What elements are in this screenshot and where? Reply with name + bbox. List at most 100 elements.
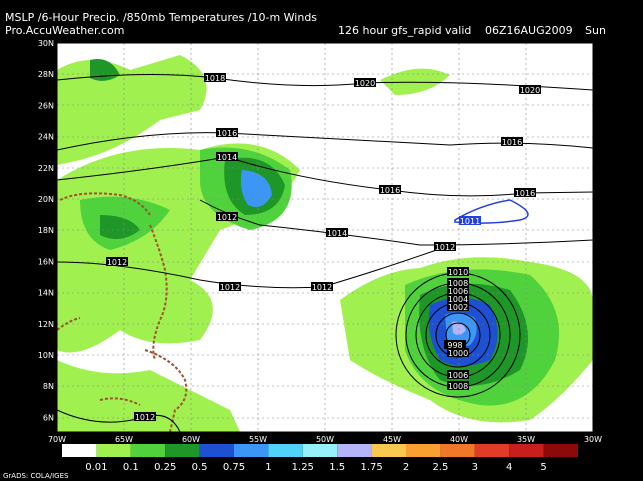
lat-label: 16N bbox=[38, 257, 54, 266]
legend-swatch bbox=[509, 444, 544, 457]
contour-label-bg bbox=[311, 282, 333, 291]
lon-label: 65W bbox=[115, 435, 133, 444]
lon-label: 70W bbox=[48, 435, 66, 444]
lat-label: 26N bbox=[38, 101, 54, 110]
contour-label: 998 bbox=[447, 341, 462, 350]
contour-label-bg bbox=[219, 282, 241, 291]
contour-label: 1016 bbox=[217, 129, 237, 138]
lat-label: 12N bbox=[38, 320, 54, 329]
legend-swatch bbox=[474, 444, 510, 457]
contour-label: 1006 bbox=[448, 371, 468, 380]
contour-label: 1002 bbox=[448, 303, 468, 312]
legend-swatch bbox=[543, 444, 578, 457]
contour-label-bg bbox=[106, 257, 128, 266]
legend-swatch bbox=[165, 444, 200, 457]
contour-label: 1014 bbox=[327, 229, 347, 238]
lon-label: 60W bbox=[182, 435, 200, 444]
contour-label-bg bbox=[447, 278, 469, 287]
legend-swatch bbox=[130, 444, 166, 457]
contour-label-bg bbox=[379, 185, 401, 194]
contour-label: 1012 bbox=[107, 258, 127, 267]
footer: GrADS: COLA/IGES bbox=[3, 472, 69, 480]
contour-label-bg bbox=[447, 267, 469, 276]
legend-label: 1.5 bbox=[329, 462, 345, 473]
contour-label: 1012 bbox=[220, 283, 240, 292]
lon-label: 40W bbox=[450, 435, 468, 444]
lat-label: 8N bbox=[43, 382, 54, 391]
contour-label-bg bbox=[447, 302, 469, 311]
contour-label-bg bbox=[434, 242, 456, 251]
legend-swatch bbox=[337, 444, 372, 457]
lat-label: 6N bbox=[43, 413, 54, 422]
contour-label-bg bbox=[216, 212, 238, 221]
legend-label: 2.5 bbox=[432, 462, 448, 473]
legend-label: 0.75 bbox=[223, 462, 245, 473]
contour-label-bg bbox=[501, 137, 523, 146]
contour-label: 1000 bbox=[448, 349, 468, 358]
contour-label-bg bbox=[514, 188, 536, 197]
lat-label: 10N bbox=[38, 351, 54, 360]
legend-label: 1.25 bbox=[292, 462, 314, 473]
contour-label-bg bbox=[216, 152, 238, 161]
contour-label: 1008 bbox=[448, 279, 468, 288]
source: Pro.AccuWeather.com bbox=[5, 24, 124, 37]
legend-label: 1 bbox=[265, 462, 271, 473]
lon-label: 50W bbox=[316, 435, 334, 444]
contour-label-bg bbox=[447, 381, 469, 390]
lat-label: 30N bbox=[38, 39, 54, 48]
contour-label: 1014 bbox=[217, 153, 237, 162]
legend-label: 1.75 bbox=[360, 462, 382, 473]
contour-label-bg bbox=[447, 370, 469, 379]
legend-label: 0.25 bbox=[154, 462, 176, 473]
contour-label: 1020 bbox=[355, 79, 375, 88]
contour-label-bg bbox=[447, 294, 469, 303]
map-area bbox=[56, 42, 594, 433]
contour-label: 1012 bbox=[312, 283, 332, 292]
legend-label: 0.01 bbox=[85, 462, 107, 473]
legend-swatch bbox=[62, 444, 97, 457]
lon-label: 55W bbox=[249, 435, 267, 444]
lat-label: 28N bbox=[38, 70, 54, 79]
legend-label: 4 bbox=[506, 462, 512, 473]
lat-label: 20N bbox=[38, 195, 54, 204]
contour-label: 1004 bbox=[448, 295, 468, 304]
legend-swatch bbox=[440, 444, 475, 457]
contour-label: 1016 bbox=[502, 138, 522, 147]
contour-label: 1018 bbox=[205, 74, 225, 83]
contour-label: 1016 bbox=[380, 186, 400, 195]
contour-label: 1008 bbox=[448, 382, 468, 391]
day: Sun bbox=[585, 24, 606, 37]
legend-swatch bbox=[371, 444, 406, 457]
legend-label: 2 bbox=[403, 462, 409, 473]
contour-label: 1006 bbox=[448, 287, 468, 296]
contour-label: 1012 bbox=[135, 413, 155, 422]
contour-label-bg bbox=[134, 412, 156, 421]
contour-label-bg bbox=[204, 73, 226, 82]
contour-label-bg bbox=[326, 228, 348, 237]
contour-label: 1012 bbox=[217, 213, 237, 222]
legend-swatch bbox=[96, 444, 131, 457]
lon-label: 35W bbox=[517, 435, 535, 444]
lon-label: 30W bbox=[584, 435, 602, 444]
title: MSLP /6-Hour Precip. /850mb Temperatures… bbox=[5, 11, 317, 24]
valid-time: 06Z16AUG2009 bbox=[485, 24, 573, 37]
legend-label: 0.1 bbox=[123, 462, 139, 473]
lon-label: 45W bbox=[383, 435, 401, 444]
contour-label: 1020 bbox=[520, 86, 540, 95]
legend-label: 5 bbox=[540, 462, 546, 473]
contour-label-bg bbox=[447, 348, 469, 357]
legend-swatch bbox=[234, 444, 269, 457]
contour-label-bg bbox=[459, 216, 481, 225]
contour-label-bg bbox=[519, 85, 541, 94]
legend-swatch bbox=[268, 444, 303, 457]
run: 126 hour gfs_rapid valid bbox=[338, 24, 471, 37]
lat-label: 22N bbox=[38, 164, 54, 173]
contour-label: 1012 bbox=[435, 243, 455, 252]
legend-swatch bbox=[302, 444, 338, 457]
legend-swatch bbox=[406, 444, 441, 457]
legend-swatch bbox=[199, 444, 234, 457]
contour-label-bg bbox=[447, 286, 469, 295]
contour-label-bg bbox=[444, 340, 466, 349]
contour-label: 1011 bbox=[460, 217, 480, 226]
